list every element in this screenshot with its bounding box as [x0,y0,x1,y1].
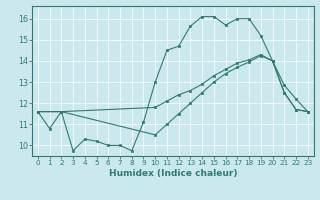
X-axis label: Humidex (Indice chaleur): Humidex (Indice chaleur) [108,169,237,178]
